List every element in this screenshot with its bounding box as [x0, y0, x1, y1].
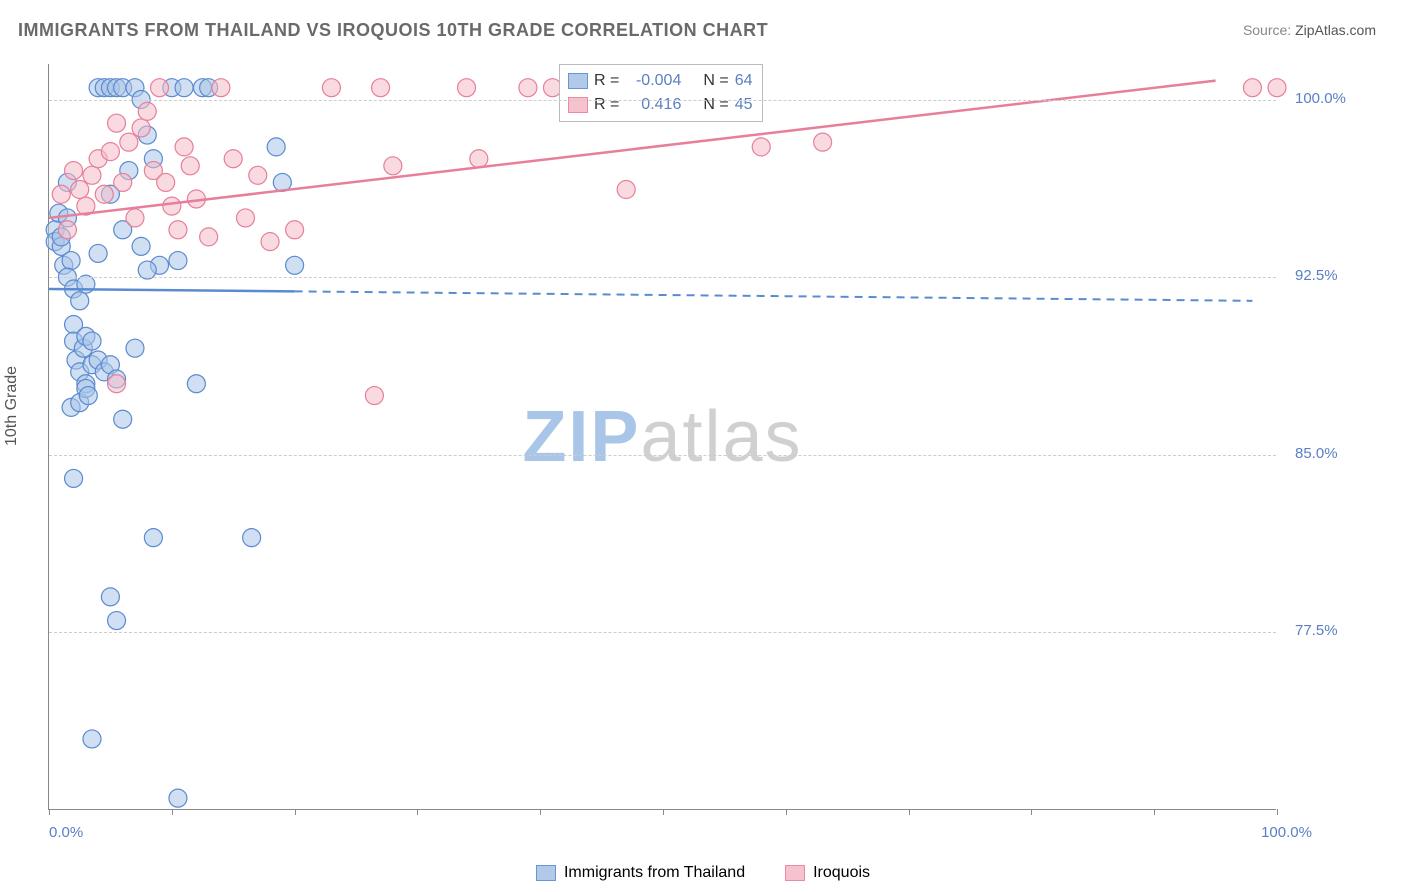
scatter-point-pink [261, 233, 279, 251]
legend-label-blue: Immigrants from Thailand [564, 864, 745, 882]
scatter-point-blue [83, 332, 101, 350]
scatter-point-pink [83, 166, 101, 184]
plot-area: ZIPatlas R = -0.004 N = 64 R = 0.416 N =… [48, 64, 1276, 810]
scatter-point-blue [126, 339, 144, 357]
scatter-point-pink [752, 138, 770, 156]
scatter-point-pink [138, 102, 156, 120]
scatter-point-blue [169, 789, 187, 807]
r-label: R = [594, 93, 619, 117]
scatter-point-pink [71, 181, 89, 199]
chart-title: IMMIGRANTS FROM THAILAND VS IROQUOIS 10T… [18, 20, 768, 41]
n-value-pink: 45 [735, 93, 753, 117]
r-label: R = [594, 69, 619, 93]
n-label: N = [703, 69, 728, 93]
scatter-point-pink [65, 162, 83, 180]
scatter-point-pink [519, 79, 537, 97]
y-tick-label: 77.5% [1295, 622, 1338, 639]
scatter-point-pink [224, 150, 242, 168]
n-value-blue: 64 [735, 69, 753, 93]
scatter-point-blue [169, 252, 187, 270]
scatter-point-blue [62, 252, 80, 270]
y-tick-label: 92.5% [1295, 267, 1338, 284]
scatter-point-pink [95, 185, 113, 203]
r-value-blue: -0.004 [625, 69, 681, 93]
scatter-point-blue [286, 256, 304, 274]
scatter-point-pink [617, 181, 635, 199]
scatter-point-blue [83, 730, 101, 748]
scatter-point-pink [169, 221, 187, 239]
chart-container: IMMIGRANTS FROM THAILAND VS IROQUOIS 10T… [0, 0, 1406, 892]
scatter-point-pink [120, 133, 138, 151]
scatter-point-pink [212, 79, 230, 97]
scatter-point-blue [108, 612, 126, 630]
scatter-point-blue [267, 138, 285, 156]
scatter-point-pink [52, 185, 70, 203]
scatter-point-pink [114, 173, 132, 191]
y-tick-label: 100.0% [1295, 90, 1346, 107]
scatter-point-pink [458, 79, 476, 97]
scatter-point-pink [384, 157, 402, 175]
scatter-point-pink [814, 133, 832, 151]
x-tick-label-left: 0.0% [49, 824, 83, 841]
legend-item-blue: Immigrants from Thailand [536, 864, 745, 882]
plot-svg [49, 64, 1276, 809]
stats-row-blue: R = -0.004 N = 64 [568, 69, 752, 93]
scatter-point-blue [144, 529, 162, 547]
scatter-point-blue [114, 410, 132, 428]
source-link[interactable]: ZipAtlas.com [1295, 22, 1376, 38]
n-label: N = [703, 93, 728, 117]
scatter-point-pink [157, 173, 175, 191]
legend-item-pink: Iroquois [785, 864, 870, 882]
scatter-point-pink [101, 143, 119, 161]
scatter-point-pink [151, 79, 169, 97]
scatter-point-blue [101, 588, 119, 606]
legend-bottom: Immigrants from Thailand Iroquois [536, 864, 870, 882]
scatter-point-pink [108, 114, 126, 132]
legend-swatch-pink [785, 865, 805, 881]
source-prefix: Source: [1243, 22, 1295, 38]
scatter-point-pink [1268, 79, 1286, 97]
scatter-point-pink [108, 375, 126, 393]
legend-swatch-blue [536, 865, 556, 881]
scatter-point-blue [89, 244, 107, 262]
scatter-point-pink [181, 157, 199, 175]
scatter-point-pink [249, 166, 267, 184]
scatter-point-blue [71, 292, 89, 310]
scatter-point-pink [236, 209, 254, 227]
x-tick-label-right: 100.0% [1247, 824, 1326, 841]
scatter-point-pink [200, 228, 218, 246]
scatter-point-pink [322, 79, 340, 97]
scatter-point-blue [187, 375, 205, 393]
trend-line-blue-dashed [295, 291, 1253, 300]
scatter-point-pink [175, 138, 193, 156]
stats-box: R = -0.004 N = 64 R = 0.416 N = 45 [559, 64, 763, 122]
source-attribution: Source: ZipAtlas.com [1243, 22, 1376, 38]
y-tick-label: 85.0% [1295, 445, 1338, 462]
scatter-point-pink [365, 387, 383, 405]
scatter-point-blue [175, 79, 193, 97]
stats-row-pink: R = 0.416 N = 45 [568, 93, 752, 117]
scatter-point-pink [1243, 79, 1261, 97]
scatter-point-pink [470, 150, 488, 168]
scatter-point-pink [163, 197, 181, 215]
scatter-point-blue [79, 387, 97, 405]
scatter-point-blue [132, 237, 150, 255]
scatter-point-pink [58, 221, 76, 239]
legend-label-pink: Iroquois [813, 864, 870, 882]
scatter-point-blue [243, 529, 261, 547]
scatter-point-pink [126, 209, 144, 227]
scatter-point-pink [286, 221, 304, 239]
swatch-blue [568, 73, 588, 89]
y-axis-label: 10th Grade [3, 366, 21, 446]
scatter-point-pink [132, 119, 150, 137]
scatter-point-blue [65, 469, 83, 487]
scatter-point-pink [372, 79, 390, 97]
r-value-pink: 0.416 [625, 93, 681, 117]
